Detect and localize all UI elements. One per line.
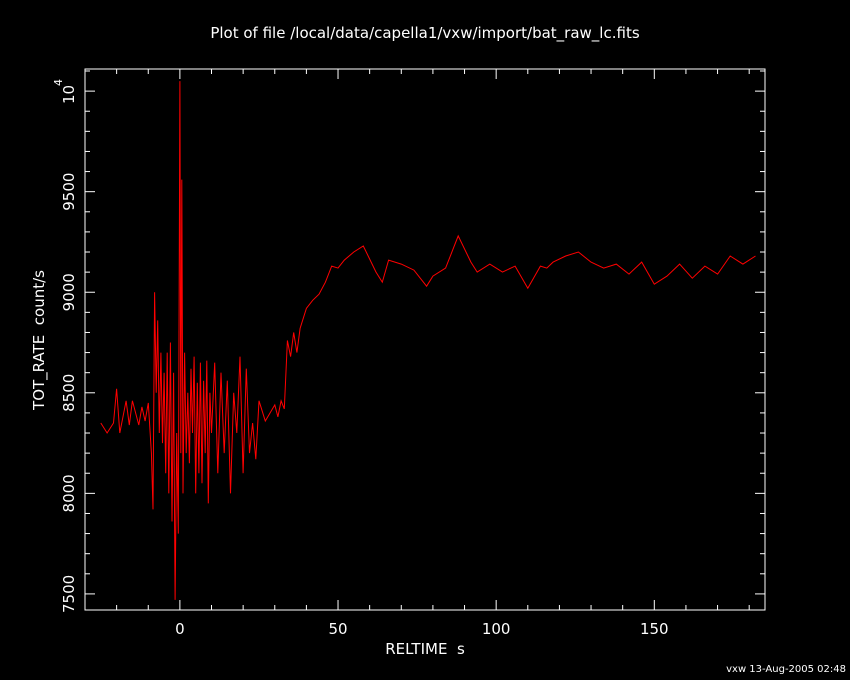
x-tick-label: 150 bbox=[640, 620, 669, 638]
y-tick-label: 8500 bbox=[60, 374, 78, 412]
y-tick-labels: 7500 8000 8500 9000 9500 bbox=[60, 173, 78, 613]
y-tick-label: 9000 bbox=[60, 273, 78, 311]
footer-timestamp: vxw 13-Aug-2005 02:48 bbox=[726, 664, 846, 675]
x-tick-label: 50 bbox=[328, 620, 347, 638]
y-tick-label-top-base: 10 bbox=[60, 85, 78, 104]
axis-ticks bbox=[85, 69, 765, 610]
y-tick-label: 7500 bbox=[60, 575, 78, 613]
plot-frame bbox=[84, 68, 766, 611]
x-tick-label: 0 bbox=[175, 620, 185, 638]
x-tick-label: 100 bbox=[482, 620, 511, 638]
x-axis-label: RELTIME s bbox=[385, 640, 465, 658]
y-tick-label-top-exponent: 4 bbox=[52, 79, 65, 86]
y-axis-label: TOT_RATE count/s bbox=[30, 270, 49, 411]
series-line bbox=[100, 81, 756, 600]
chart-title: Plot of file /local/data/capella1/vxw/im… bbox=[210, 24, 639, 43]
y-tick-label: 9500 bbox=[60, 173, 78, 211]
x-tick-labels: 0 50 100 150 bbox=[175, 620, 669, 638]
y-tick-label: 8000 bbox=[60, 474, 78, 512]
